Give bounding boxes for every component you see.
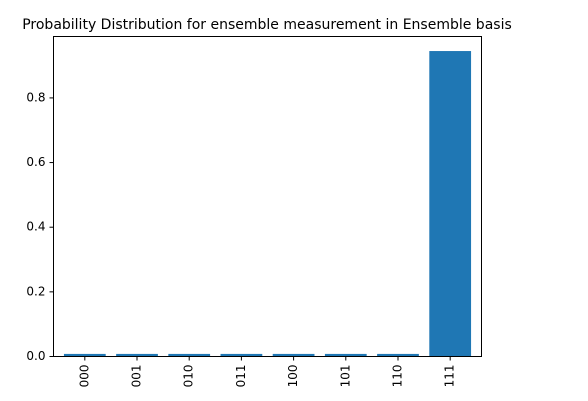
y-axis: 0.0 0.2 0.4 0.6 0.8 [26, 90, 54, 363]
x-tick-label: 000 [77, 365, 91, 388]
x-tick-label: 110 [390, 365, 404, 388]
bar-011 [220, 353, 263, 357]
x-tick-label: 010 [182, 365, 196, 388]
x-tick-label: 100 [286, 365, 300, 388]
bar-010 [168, 353, 211, 357]
x-axis: 000 001 010 011 100 101 110 111 [77, 356, 457, 388]
y-tick-label: 0.4 [26, 220, 45, 234]
bar-110 [377, 353, 419, 357]
y-tick-label: 0.8 [26, 90, 45, 104]
x-tick-label: 011 [234, 365, 248, 388]
bar-001 [116, 353, 158, 357]
bar-100 [272, 353, 315, 357]
bar-000 [63, 353, 106, 357]
bar-101 [324, 353, 367, 357]
x-tick-label: 111 [443, 365, 457, 388]
bar-111 [429, 51, 472, 357]
chart-title: Probability Distribution for ensemble me… [22, 17, 512, 33]
x-tick-label: 101 [338, 365, 352, 388]
bars-group [63, 51, 472, 357]
y-tick-label: 0.0 [26, 349, 45, 363]
y-tick-label: 0.2 [26, 284, 45, 298]
x-tick-label: 001 [130, 365, 144, 388]
plot-frame [53, 36, 482, 357]
y-tick-label: 0.6 [26, 155, 45, 169]
